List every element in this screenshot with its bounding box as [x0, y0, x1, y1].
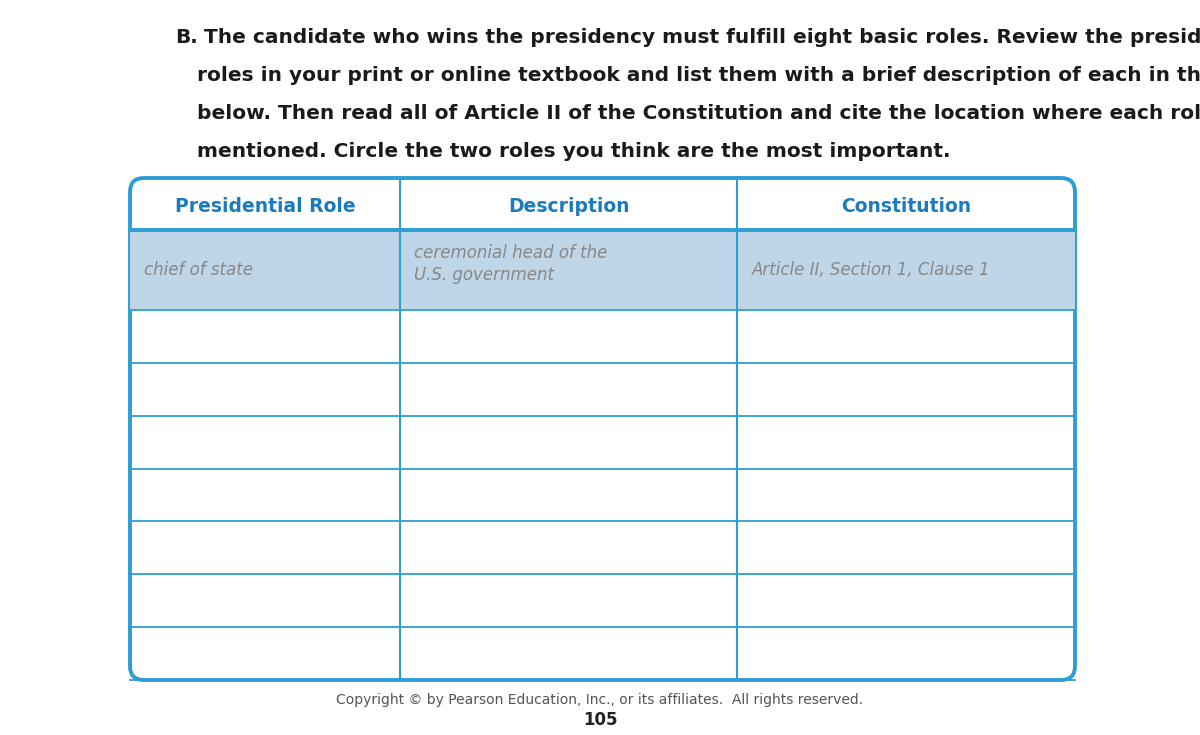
Text: Article II, Section 1, Clause 1: Article II, Section 1, Clause 1	[751, 261, 990, 279]
Text: Copyright © by Pearson Education, Inc., or its affiliates.  All rights reserved.: Copyright © by Pearson Education, Inc., …	[336, 693, 864, 707]
Text: Presidential Role: Presidential Role	[175, 196, 355, 215]
Bar	[130, 230, 1075, 310]
Text: U.S. government: U.S. government	[414, 266, 554, 284]
FancyBboxPatch shape	[130, 178, 1075, 680]
Text: 105: 105	[583, 711, 617, 729]
Text: chief of state: chief of state	[144, 261, 253, 279]
Text: Description: Description	[508, 196, 630, 215]
Text: below. Then read all of Article II of the Constitution and cite the location whe: below. Then read all of Article II of th…	[197, 104, 1200, 123]
Text: The candidate who wins the presidency must fulfill eight basic roles. Review the: The candidate who wins the presidency mu…	[197, 28, 1200, 47]
Text: Constitution: Constitution	[841, 196, 971, 215]
Text: roles in your print or online textbook and list them with a brief description of: roles in your print or online textbook a…	[197, 66, 1200, 85]
Text: mentioned. Circle the two roles you think are the most important.: mentioned. Circle the two roles you thin…	[197, 142, 950, 161]
Text: B.: B.	[175, 28, 198, 47]
Text: ceremonial head of the: ceremonial head of the	[414, 244, 607, 262]
